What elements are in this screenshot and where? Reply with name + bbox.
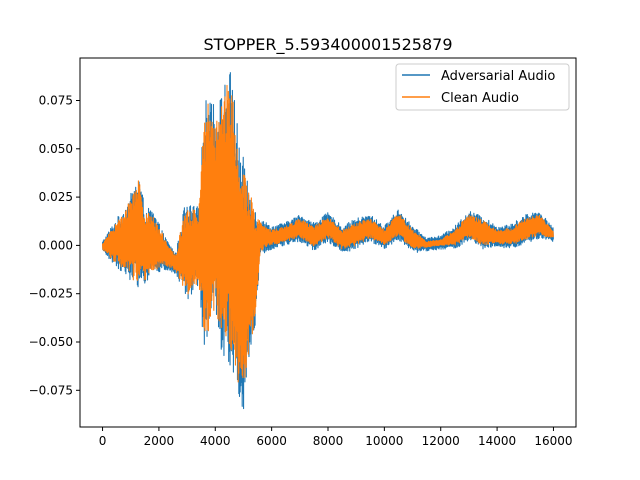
x-tick-label: 2000 (144, 434, 175, 448)
x-axis: 0 2000 4000 6000 8000 10000 12000 14000 16000 (99, 427, 573, 448)
x-tick-label: 10000 (365, 434, 403, 448)
legend-label-clean: Clean Audio (441, 91, 519, 106)
x-tick-label: 16000 (534, 434, 572, 448)
x-tick-label: 6000 (256, 434, 287, 448)
legend: Adversarial Audio Clean Audio (395, 63, 570, 111)
x-tick-label: 4000 (200, 434, 231, 448)
y-tick-label: 0.075 (39, 94, 73, 108)
x-tick-label: 12000 (422, 434, 460, 448)
legend-label-adversarial: Adversarial Audio (441, 69, 555, 84)
plot-frame (79, 57, 577, 428)
y-tick-label: −0.075 (29, 383, 73, 397)
chart-title: STOPPER_5.593400001525879 (203, 35, 452, 55)
y-tick-label: −0.050 (29, 335, 73, 349)
x-tick-label: 14000 (478, 434, 516, 448)
x-tick-label: 8000 (313, 434, 344, 448)
y-tick-label: 0.000 (39, 238, 73, 252)
series-layer (102, 72, 554, 410)
series-clean-audio (102, 84, 554, 383)
x-tick-label: 0 (99, 434, 107, 448)
y-tick-label: 0.050 (39, 142, 73, 156)
y-axis: −0.075 −0.050 −0.025 0.000 0.025 0.050 0.075 (29, 94, 80, 397)
y-tick-label: −0.025 (29, 287, 73, 301)
legend-frame (395, 63, 570, 111)
y-tick-label: 0.025 (39, 190, 73, 204)
